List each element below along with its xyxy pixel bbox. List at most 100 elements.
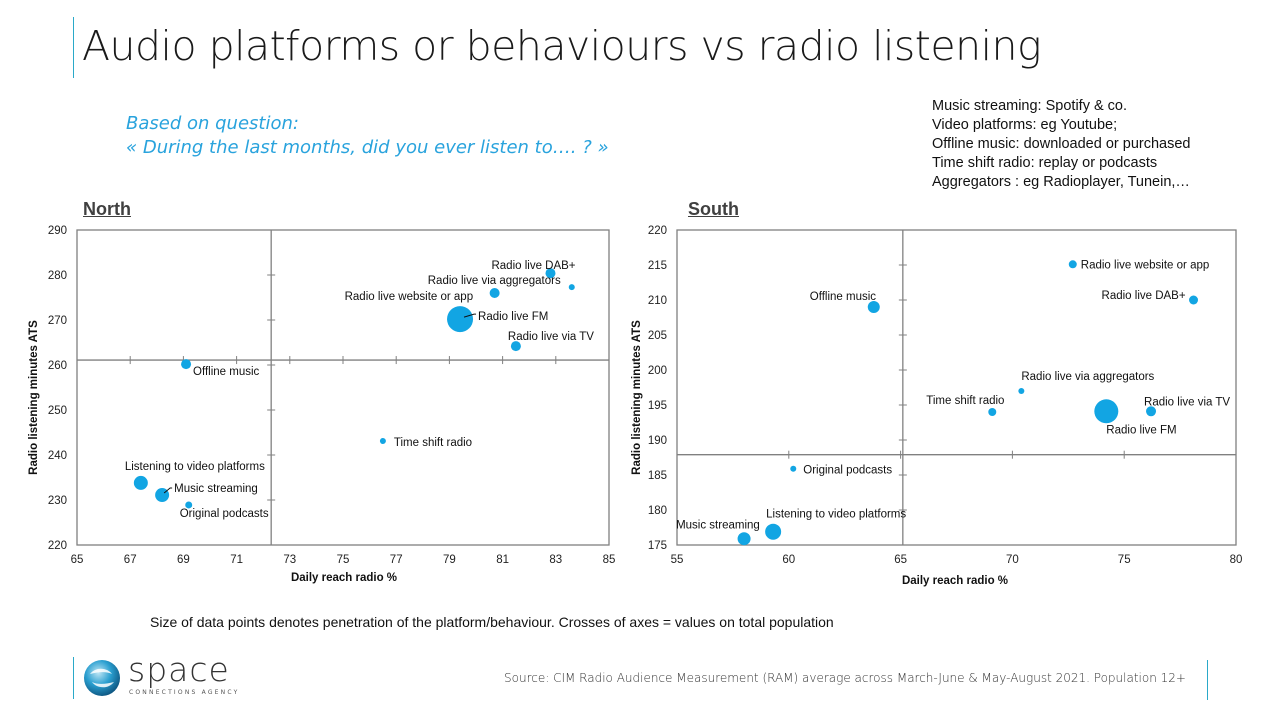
south-data-label: Listening to video platforms: [766, 509, 906, 521]
space-logo: space CONNECTIONS AGENCY: [82, 650, 242, 700]
definition-item: Aggregators : eg Radioplayer, Tunein,…: [932, 174, 1190, 190]
south-data-label: Time shift radio: [926, 395, 1004, 407]
north-data-label: Radio live DAB+: [491, 260, 575, 272]
south-data-label: Music streaming: [676, 520, 760, 532]
definition-item: Offline music: downloaded or purchased: [932, 136, 1191, 152]
south-x-tick-label: 60: [782, 554, 795, 566]
north-y-tick-label: 250: [48, 405, 67, 417]
north-x-tick-label: 83: [549, 554, 562, 566]
south-data-label: Radio live via aggregators: [1021, 371, 1154, 383]
south-data-point: [1068, 260, 1077, 269]
south-y-tick-label: 190: [648, 435, 667, 447]
north-data-label: Music streaming: [174, 483, 258, 495]
south-x-tick-label: 55: [671, 554, 684, 566]
north-x-tick-label: 73: [283, 554, 296, 566]
south-y-tick-label: 210: [648, 295, 667, 307]
north-label-leader-line: [163, 487, 173, 494]
south-y-tick-label: 185: [648, 470, 667, 482]
south-y-tick-label: 180: [648, 505, 667, 517]
south-data-point: [1094, 399, 1119, 424]
question-subtitle: Based on question: « During the last mon…: [126, 112, 609, 160]
north-x-tick-label: 75: [337, 554, 350, 566]
north-data-point: [133, 475, 148, 490]
definition-item: Video platforms: eg Youtube;: [932, 117, 1118, 133]
north-chart-title: North: [83, 199, 131, 219]
south-data-point: [988, 408, 997, 416]
logo-tagline: CONNECTIONS AGENCY: [129, 689, 240, 696]
north-y-tick-label: 220: [48, 540, 67, 552]
south-x-tick-label: 80: [1230, 554, 1243, 566]
north-y-tick-label: 280: [48, 270, 67, 282]
south-x-axis-title: Daily reach radio %: [902, 575, 1008, 587]
north-scatter-chart: 65 67 69 71 73 75 77 79 81 83 85 220 230 240 250 260 270…: [28, 225, 616, 584]
south-y-tick-label: 205: [648, 330, 667, 342]
north-label-leader-line: [463, 313, 477, 318]
north-data-label: Radio live website or app: [345, 291, 474, 303]
logo-accent-bar: [73, 657, 74, 699]
south-data-point: [1018, 388, 1025, 394]
north-data-point: [568, 284, 575, 291]
north-x-tick-label: 67: [124, 554, 137, 566]
north-data-point: [379, 438, 386, 445]
north-plot-frame: [76, 229, 610, 546]
title-accent-bar: [73, 17, 74, 78]
south-data-point: [790, 465, 797, 472]
north-y-tick-label: 270: [48, 315, 67, 327]
source-note: Source: CIM Radio Audience Measurement (…: [504, 671, 1186, 685]
south-data-point: [737, 532, 751, 546]
north-x-tick-label: 81: [496, 554, 509, 566]
south-data-label: Radio live via TV: [1144, 396, 1230, 408]
north-data-point: [447, 306, 474, 333]
north-data-point: [185, 501, 193, 509]
definition-item: Music streaming: Spotify & co.: [932, 98, 1128, 114]
south-data-label: Radio live DAB+: [1102, 290, 1186, 302]
north-x-tick-label: 69: [177, 554, 190, 566]
logo-wordmark: space: [128, 650, 230, 689]
north-x-tick-label: 71: [230, 554, 243, 566]
north-data-label: Radio live FM: [478, 311, 548, 323]
south-y-tick-label: 220: [648, 225, 667, 237]
south-data-label: Radio live website or app: [1081, 259, 1210, 271]
north-data-label: Offline music: [193, 366, 260, 378]
north-data-label: Time shift radio: [394, 437, 472, 449]
subtitle-line-1: Based on question:: [126, 113, 299, 134]
north-y-tick-label: 240: [48, 450, 67, 462]
south-scatter-chart: 55 60 65 70 75 80 175 180 185 190 195 200 205 210 215 2…: [631, 225, 1243, 587]
north-data-label: Radio live via aggregators: [428, 275, 561, 287]
globe-logo-icon: [84, 660, 120, 696]
south-y-axis-title: Radio listening minutes ATS: [631, 320, 643, 475]
south-data-label: Offline music: [810, 291, 877, 303]
south-data-point: [1189, 295, 1199, 305]
south-x-tick-label: 65: [894, 554, 907, 566]
south-data-label: Radio live FM: [1106, 424, 1176, 436]
south-data-label: Original podcasts: [803, 465, 892, 477]
north-x-tick-label: 65: [71, 554, 84, 566]
south-data-point: [1146, 406, 1157, 417]
south-chart-title: South: [688, 199, 739, 219]
north-y-tick-label: 260: [48, 360, 67, 372]
north-y-axis-title: Radio listening minutes ATS: [28, 320, 40, 475]
north-y-tick-label: 290: [48, 225, 67, 237]
south-plot-frame: [676, 229, 1237, 546]
south-y-tick-label: 215: [648, 260, 667, 272]
south-y-tick-label: 195: [648, 400, 667, 412]
north-data-point: [489, 288, 500, 298]
source-accent-bar: [1207, 660, 1208, 700]
north-x-tick-label: 79: [443, 554, 456, 566]
footnote: Size of data points denotes penetration …: [150, 614, 834, 630]
definitions-box: Music streaming: Spotify & co. Video pla…: [932, 97, 1190, 192]
north-x-axis-title: Daily reach radio %: [291, 572, 397, 584]
south-x-tick-label: 75: [1118, 554, 1131, 566]
south-x-tick-label: 70: [1006, 554, 1019, 566]
south-data-point: [867, 301, 880, 313]
north-data-point: [181, 359, 192, 370]
north-data-point: [545, 268, 556, 279]
north-x-tick-label: 77: [390, 554, 403, 566]
subtitle-line-2: « During the last months, did you ever l…: [126, 137, 609, 158]
definition-item: Time shift radio: replay or podcasts: [932, 155, 1158, 171]
north-x-tick-label: 85: [603, 554, 616, 566]
north-y-tick-label: 230: [48, 495, 67, 507]
slide-title: Audio platforms or behaviours vs radio l…: [82, 22, 1042, 70]
north-data-label: Radio live via TV: [508, 331, 594, 343]
north-data-label: Listening to video platforms: [125, 461, 265, 473]
